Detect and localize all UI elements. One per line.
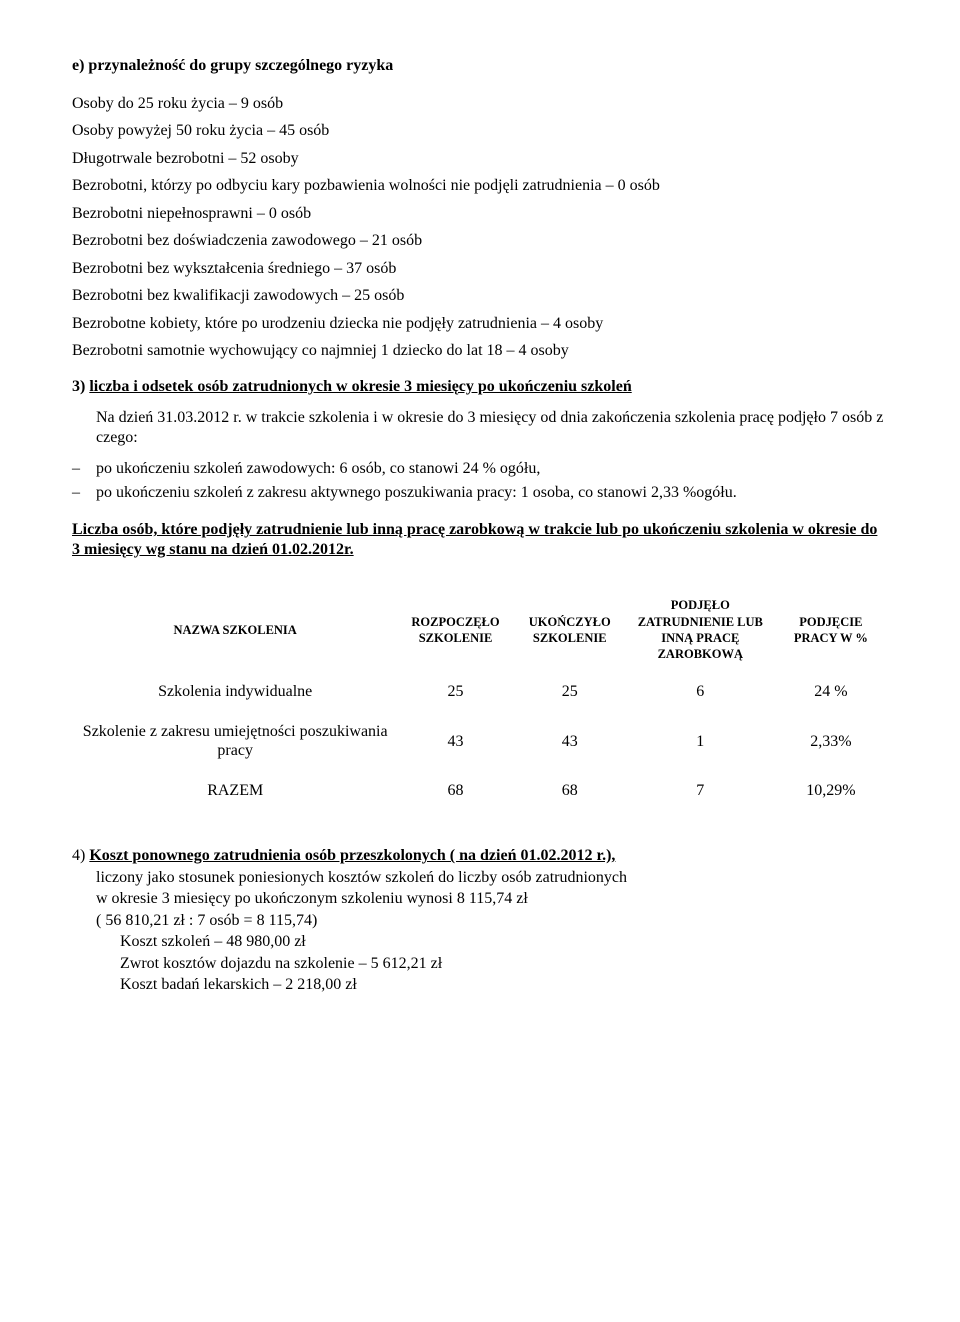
section-3-bullets: – po ukończeniu szkoleń zawodowych: 6 os… bbox=[72, 459, 888, 502]
col-header: ROZPOCZĘŁO SZKOLENIE bbox=[398, 587, 512, 672]
heading-3: 3) liczba i odsetek osób zatrudnionych w… bbox=[72, 377, 888, 397]
table-intro: Liczba osób, które podjęły zatrudnienie … bbox=[72, 520, 888, 559]
heading-3-prefix: 3) bbox=[72, 378, 89, 395]
section-4-body: liczony jako stosunek poniesionych koszt… bbox=[96, 868, 888, 909]
table-row: Szkolenia indywidualne 25 25 6 24 % bbox=[72, 672, 888, 712]
cell: 68 bbox=[398, 771, 512, 811]
cost-line: Koszt badań lekarskich – 2 218,00 zł bbox=[120, 975, 888, 995]
cost-line: Zwrot kosztów dojazdu na szkolenie – 5 6… bbox=[120, 954, 888, 974]
section-4-costs: Koszt szkoleń – 48 980,00 zł Zwrot koszt… bbox=[120, 932, 888, 995]
cell: Szkolenia indywidualne bbox=[72, 672, 398, 712]
cell: Szkolenie z zakresu umiejętności poszuki… bbox=[72, 712, 398, 771]
risk-line: Bezrobotni bez kwalifikacji zawodowych –… bbox=[72, 286, 888, 306]
risk-line: Osoby powyżej 50 roku życia – 45 osób bbox=[72, 121, 888, 141]
risk-line: Bezrobotni bez wykształcenia średniego –… bbox=[72, 259, 888, 279]
cell: 43 bbox=[513, 712, 627, 771]
risk-line: Bezrobotni samotnie wychowujący co najmn… bbox=[72, 341, 888, 361]
section-4: 4) Koszt ponownego zatrudnienia osób prz… bbox=[72, 846, 888, 995]
heading-4-text: Koszt ponownego zatrudnienia osób przesz… bbox=[89, 847, 615, 864]
cell: 25 bbox=[513, 672, 627, 712]
cell: RAZEM bbox=[72, 771, 398, 811]
sec4-line: liczony jako stosunek poniesionych koszt… bbox=[96, 868, 888, 888]
sec4-line: w okresie 3 miesięcy po ukończonym szkol… bbox=[96, 889, 888, 909]
heading-3-text: liczba i odsetek osób zatrudnionych w ok… bbox=[89, 378, 631, 395]
cell: 24 % bbox=[774, 672, 888, 712]
risk-line: Bezrobotni niepełnosprawni – 0 osób bbox=[72, 204, 888, 224]
section-3-para: Na dzień 31.03.2012 r. w trakcie szkolen… bbox=[96, 408, 888, 447]
risk-line: Długotrwale bezrobotni – 52 osoby bbox=[72, 149, 888, 169]
heading-e: e) przynależność do grupy szczególnego r… bbox=[72, 56, 888, 76]
heading-4: 4) Koszt ponownego zatrudnienia osób prz… bbox=[72, 846, 888, 866]
risk-line: Bezrobotne kobiety, które po urodzeniu d… bbox=[72, 314, 888, 334]
table-row-total: RAZEM 68 68 7 10,29% bbox=[72, 771, 888, 811]
risk-line: Osoby do 25 roku życia – 9 osób bbox=[72, 94, 888, 114]
section-3-intro: Na dzień 31.03.2012 r. w trakcie szkolen… bbox=[96, 408, 888, 447]
cell: 7 bbox=[627, 771, 774, 811]
cell: 43 bbox=[398, 712, 512, 771]
heading-4-prefix: 4) bbox=[72, 847, 89, 864]
bullet-dash-icon: – bbox=[72, 483, 96, 503]
cell: 10,29% bbox=[774, 771, 888, 811]
cost-line: Koszt szkoleń – 48 980,00 zł bbox=[120, 932, 888, 952]
risk-line: Bezrobotni, którzy po odbyciu kary pozba… bbox=[72, 176, 888, 196]
risk-line: Bezrobotni bez doświadczenia zawodowego … bbox=[72, 231, 888, 251]
bullet-dash-icon: – bbox=[72, 459, 96, 479]
cell: 2,33% bbox=[774, 712, 888, 771]
table-header-row: NAZWA SZKOLENIA ROZPOCZĘŁO SZKOLENIE UKO… bbox=[72, 587, 888, 672]
col-header: PODJĘCIE PRACY W % bbox=[774, 587, 888, 672]
col-header: UKOŃCZYŁO SZKOLENIE bbox=[513, 587, 627, 672]
bullet-item: – po ukończeniu szkoleń zawodowych: 6 os… bbox=[72, 459, 888, 479]
col-header: NAZWA SZKOLENIA bbox=[72, 587, 398, 672]
col-header: PODJĘŁO ZATRUDNIENIE LUB INNĄ PRACĘ ZARO… bbox=[627, 587, 774, 672]
cell: 68 bbox=[513, 771, 627, 811]
sec4-paren: ( 56 810,21 zł : 7 osób = 8 115,74) bbox=[96, 911, 888, 931]
cell: 25 bbox=[398, 672, 512, 712]
risk-group-list: Osoby do 25 roku życia – 9 osób Osoby po… bbox=[72, 94, 888, 361]
bullet-text: po ukończeniu szkoleń z zakresu aktywneg… bbox=[96, 483, 888, 503]
cell: 6 bbox=[627, 672, 774, 712]
bullet-item: – po ukończeniu szkoleń z zakresu aktywn… bbox=[72, 483, 888, 503]
table-row: Szkolenie z zakresu umiejętności poszuki… bbox=[72, 712, 888, 771]
training-table: NAZWA SZKOLENIA ROZPOCZĘŁO SZKOLENIE UKO… bbox=[72, 587, 888, 810]
bullet-text: po ukończeniu szkoleń zawodowych: 6 osób… bbox=[96, 459, 888, 479]
cell: 1 bbox=[627, 712, 774, 771]
